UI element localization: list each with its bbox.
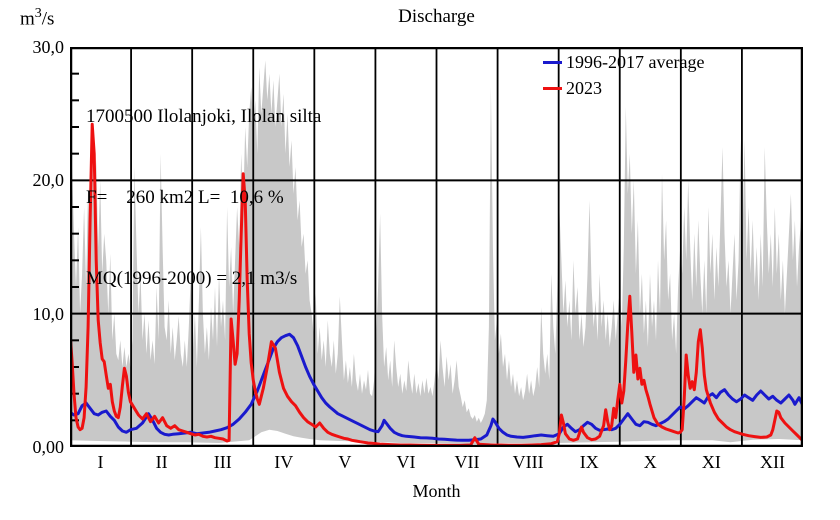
legend-label: 2023 xyxy=(566,77,602,98)
month-label-XII: XII xyxy=(759,452,785,472)
x-axis-title: Month xyxy=(412,481,461,501)
month-label-IX: IX xyxy=(579,452,599,472)
month-label-XI: XI xyxy=(701,452,721,472)
series-1996-2017-average xyxy=(70,332,803,442)
month-label-X: X xyxy=(643,452,657,472)
y-axis-unit-prefix: m xyxy=(20,8,35,30)
legend-label: 1996-2017 average xyxy=(566,51,705,72)
station-info-box: 1700500 Ilolanjoki, Ilolan silta F= 260 … xyxy=(86,49,321,346)
month-label-VIII: VIII xyxy=(512,452,544,472)
plot-area xyxy=(70,47,803,447)
month-label-VII: VII xyxy=(454,452,480,472)
legend-entry: 2023 xyxy=(543,75,704,101)
legend-line-swatch xyxy=(543,86,562,90)
y-axis-unit-label: m3/s xyxy=(20,6,54,30)
y-tick-label-0: 0,00 xyxy=(32,437,65,457)
month-label-VI: VI xyxy=(396,452,416,472)
y-axis-unit-suffix: /s xyxy=(41,8,55,30)
month-label-II: II xyxy=(155,452,168,472)
legend: 1996-2017 average 2023 xyxy=(543,49,704,101)
legend-entry: 1996-2017 average xyxy=(543,49,704,75)
legend-line-swatch xyxy=(543,60,562,64)
month-label-III: III xyxy=(213,452,232,472)
plot-frame xyxy=(70,47,803,447)
station-info-line1: 1700500 Ilolanjoki, Ilolan silta xyxy=(86,106,322,127)
chart-title: Discharge xyxy=(398,6,475,27)
y-tick-label-30: 30,0 xyxy=(32,37,65,57)
y-tick-label-10: 10,0 xyxy=(32,303,65,324)
month-label-I: I xyxy=(97,452,104,472)
y-axis-unit-superscript: 3 xyxy=(34,6,42,21)
y-tick-label-20: 20,0 xyxy=(32,170,65,191)
month-label-IV: IV xyxy=(274,452,294,472)
month-label-V: V xyxy=(338,452,352,472)
station-info-line3: MQ(1996-2000) = 2,1 m3/s xyxy=(86,268,298,289)
station-info-line2: F= 260 km2 L= 10,6 % xyxy=(86,187,284,208)
